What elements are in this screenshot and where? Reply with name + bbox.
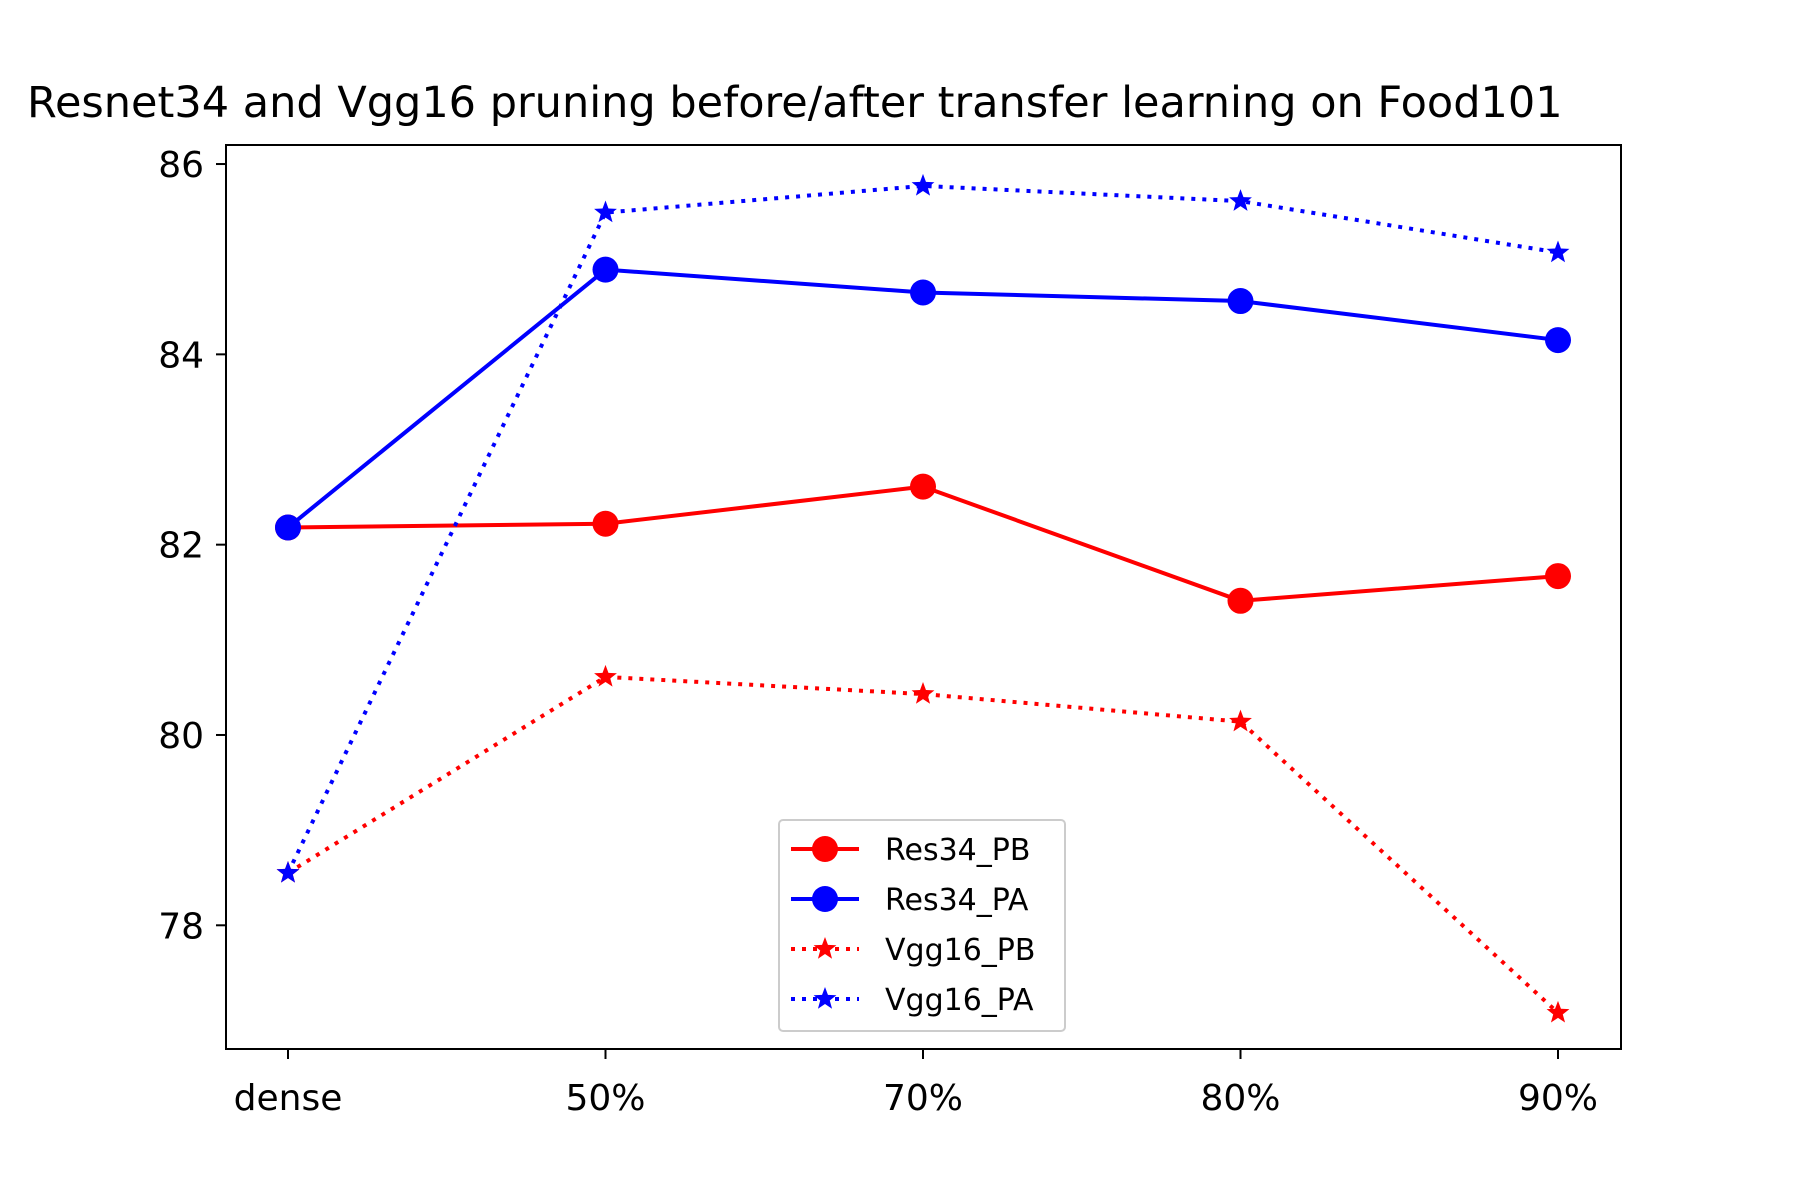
data-point-vgg16-pa: [1229, 189, 1252, 211]
data-point-res34-pb: [910, 473, 936, 500]
legend-marker: [813, 987, 837, 1009]
y-tick-label: 84: [158, 335, 204, 376]
legend: Res34_PB Res34_PA Vgg16_PB Vgg16_PA: [778, 819, 1066, 1032]
legend-label: Res34_PB: [885, 833, 1030, 868]
legend-item: Res34_PA: [791, 883, 1029, 918]
data-point-vgg16-pb: [1546, 1000, 1570, 1023]
legend-label: Vgg16_PB: [885, 933, 1035, 968]
y-tick-label: 80: [158, 716, 204, 757]
legend-label: Vgg16_PA: [885, 983, 1034, 1018]
legend-item: Res34_PB: [791, 833, 1030, 868]
legend-item: Vgg16_PA: [791, 983, 1034, 1018]
data-point-res34-pb: [1545, 563, 1571, 590]
y-axis: 78 80 82 84 86: [158, 145, 226, 947]
data-point-vgg16-pb: [1229, 709, 1252, 732]
y-tick-label: 82: [158, 526, 204, 567]
series-vgg16-pa: [276, 173, 1570, 883]
legend-marker: [813, 937, 837, 959]
chart-title: Resnet34 and Vgg16 pruning before/after …: [27, 78, 1563, 128]
data-point-res34-pa: [592, 256, 619, 283]
x-tick-label: 90%: [1518, 1078, 1598, 1119]
legend-marker: [812, 836, 838, 862]
x-axis: dense 50% 70% 80% 90%: [234, 1049, 1598, 1119]
data-point-vgg16-pa: [594, 200, 617, 223]
x-tick-label: dense: [234, 1078, 343, 1119]
data-point-res34-pa: [275, 514, 301, 541]
x-tick-label: 50%: [565, 1078, 645, 1119]
y-tick-label: 78: [158, 906, 204, 947]
legend-box: [778, 819, 1066, 1032]
legend-label: Res34_PA: [885, 883, 1029, 918]
data-point-res34-pb: [1227, 587, 1254, 614]
y-tick-label: 86: [158, 145, 204, 186]
data-point-vgg16-pa: [1546, 240, 1570, 263]
data-point-res34-pa: [1545, 327, 1571, 354]
data-point-res34-pb: [592, 510, 619, 537]
series-line-vgg16-pa: [286, 183, 1559, 874]
data-point-vgg16-pa: [276, 860, 300, 883]
legend-item: Vgg16_PB: [791, 933, 1035, 968]
data-point-res34-pa: [910, 279, 936, 306]
series-line-res34-pb: [287, 484, 1559, 603]
data-point-vgg16-pb: [594, 664, 617, 687]
series-res34-pa: [275, 256, 1571, 541]
data-point-res34-pa: [1227, 288, 1254, 315]
data-point-vgg16-pa: [911, 173, 935, 196]
plot-series: [275, 173, 1571, 1023]
legend-marker: [812, 886, 838, 912]
x-tick-label: 80%: [1200, 1078, 1280, 1119]
x-tick-label: 70%: [883, 1078, 963, 1119]
data-point-vgg16-pb: [911, 682, 935, 704]
